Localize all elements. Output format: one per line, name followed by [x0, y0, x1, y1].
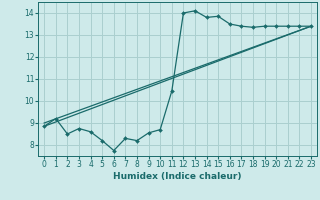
X-axis label: Humidex (Indice chaleur): Humidex (Indice chaleur): [113, 172, 242, 181]
